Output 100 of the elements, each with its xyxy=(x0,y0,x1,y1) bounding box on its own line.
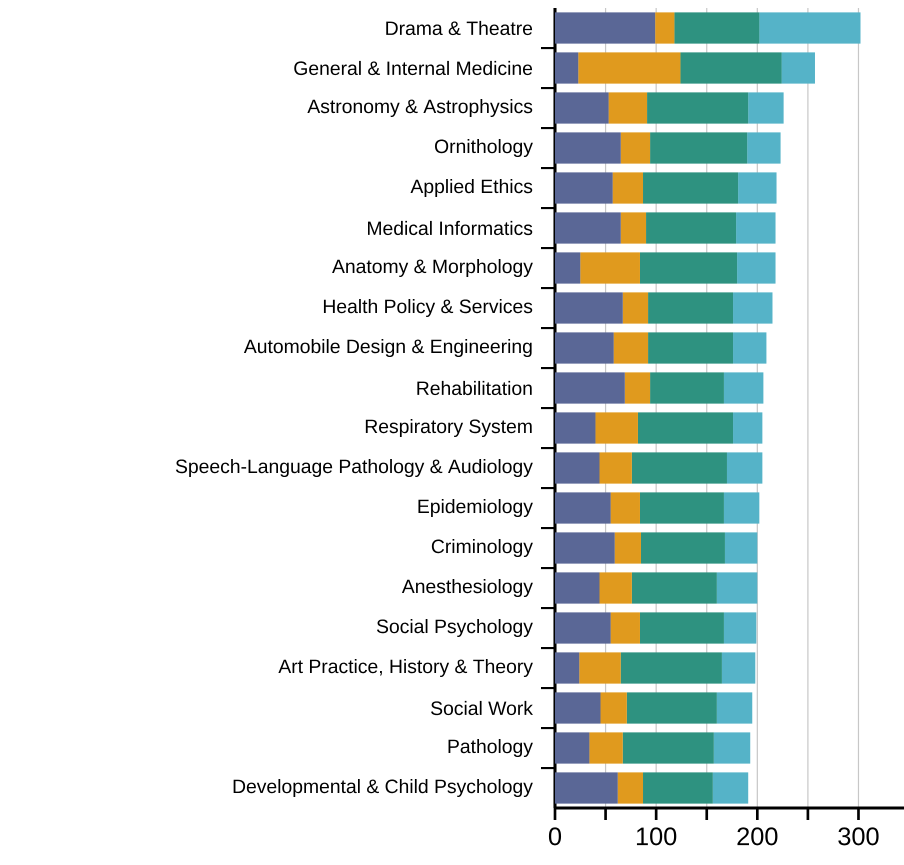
bar xyxy=(555,612,611,644)
bar xyxy=(626,692,717,724)
bar xyxy=(555,252,580,284)
bar xyxy=(555,692,601,724)
bar xyxy=(555,452,600,484)
bar xyxy=(608,92,648,124)
bar xyxy=(612,172,644,204)
bar xyxy=(555,332,614,364)
y-tick-label: Drama & Theatre xyxy=(386,20,532,36)
bar xyxy=(555,292,623,324)
bar xyxy=(716,692,752,724)
bar xyxy=(738,172,777,204)
bar xyxy=(620,212,646,244)
x-tick-label: 200 xyxy=(737,827,778,846)
bar xyxy=(724,372,764,404)
x-tick-label: 0 xyxy=(548,827,562,846)
bar xyxy=(737,252,776,284)
bar xyxy=(733,332,766,364)
bar xyxy=(555,212,621,244)
bar xyxy=(724,532,758,564)
bar xyxy=(555,772,618,804)
bar xyxy=(680,52,782,84)
y-tick-label: Social Work xyxy=(431,700,533,716)
y-tick-label: Epidemiology xyxy=(418,499,533,518)
bar xyxy=(579,652,621,684)
bar xyxy=(555,572,600,604)
bar xyxy=(578,52,680,84)
bar xyxy=(555,92,609,124)
y-tick-label: Astronomy & Astrophysics xyxy=(307,98,532,118)
x-tick-label: 300 xyxy=(838,827,879,846)
y-tick-label: Health Policy & Services xyxy=(324,298,532,318)
y-tick-label: Medical Informatics xyxy=(368,220,532,236)
bar xyxy=(622,292,648,324)
bar xyxy=(650,132,748,164)
bar xyxy=(555,532,615,564)
bar xyxy=(736,212,776,244)
bar xyxy=(714,732,750,764)
bar xyxy=(595,412,638,444)
bar xyxy=(614,332,648,364)
bar xyxy=(614,532,641,564)
y-tick-label: Applied Ethics xyxy=(410,178,532,198)
bar xyxy=(646,212,736,244)
bar xyxy=(610,612,640,644)
bar xyxy=(600,452,632,484)
bar xyxy=(555,132,621,164)
y-tick-label: Rehabilitation xyxy=(417,380,532,396)
bar xyxy=(620,652,722,684)
y-tick-label: General & Internal Medicine xyxy=(294,60,532,76)
bar xyxy=(733,412,762,444)
bar xyxy=(650,372,724,404)
bar xyxy=(600,572,632,604)
bar xyxy=(632,572,717,604)
y-tick-label: Social Psychology xyxy=(376,619,533,638)
bar xyxy=(716,572,758,604)
bar xyxy=(748,92,784,124)
bar xyxy=(555,372,625,404)
bar xyxy=(648,292,734,324)
bar xyxy=(640,492,724,524)
bar xyxy=(640,532,725,564)
bar xyxy=(622,732,714,764)
bar xyxy=(640,252,738,284)
bar xyxy=(555,412,596,444)
y-tick-label: Pathology xyxy=(448,739,533,758)
bar xyxy=(610,492,640,524)
bar xyxy=(618,772,644,804)
bar xyxy=(640,612,724,644)
bar xyxy=(580,252,640,284)
y-tick-label: Ornithology xyxy=(435,138,533,158)
bar xyxy=(759,12,860,44)
bar xyxy=(733,292,772,324)
bar xyxy=(747,132,781,164)
bar xyxy=(555,732,590,764)
bar xyxy=(724,492,760,524)
bar xyxy=(555,12,656,44)
y-tick-label: Criminology xyxy=(432,539,533,558)
bar xyxy=(600,692,627,724)
bar xyxy=(782,52,815,84)
bar xyxy=(722,652,756,684)
bar xyxy=(632,452,727,484)
y-tick-label: Respiratory System xyxy=(366,418,532,438)
y-tick-label: Developmental & Child Psychology xyxy=(234,779,533,798)
bar xyxy=(724,612,756,644)
bar xyxy=(648,332,734,364)
bar xyxy=(643,172,738,204)
bar xyxy=(589,732,623,764)
bar xyxy=(643,772,713,804)
y-tick-label: Anesthesiology xyxy=(402,578,533,598)
bar xyxy=(555,52,578,84)
bar xyxy=(555,652,580,684)
y-tick-label: Speech-Language Pathology & Audiology xyxy=(176,458,533,478)
bar xyxy=(655,12,674,44)
bar xyxy=(638,412,734,444)
bar xyxy=(555,492,611,524)
bar xyxy=(555,172,613,204)
bar xyxy=(624,372,650,404)
y-tick-label: Anatomy & Morphology xyxy=(332,258,533,278)
bar xyxy=(620,132,650,164)
y-tick-label: Automobile Design & Engineering xyxy=(244,338,532,358)
bar xyxy=(726,452,762,484)
bar xyxy=(647,92,748,124)
